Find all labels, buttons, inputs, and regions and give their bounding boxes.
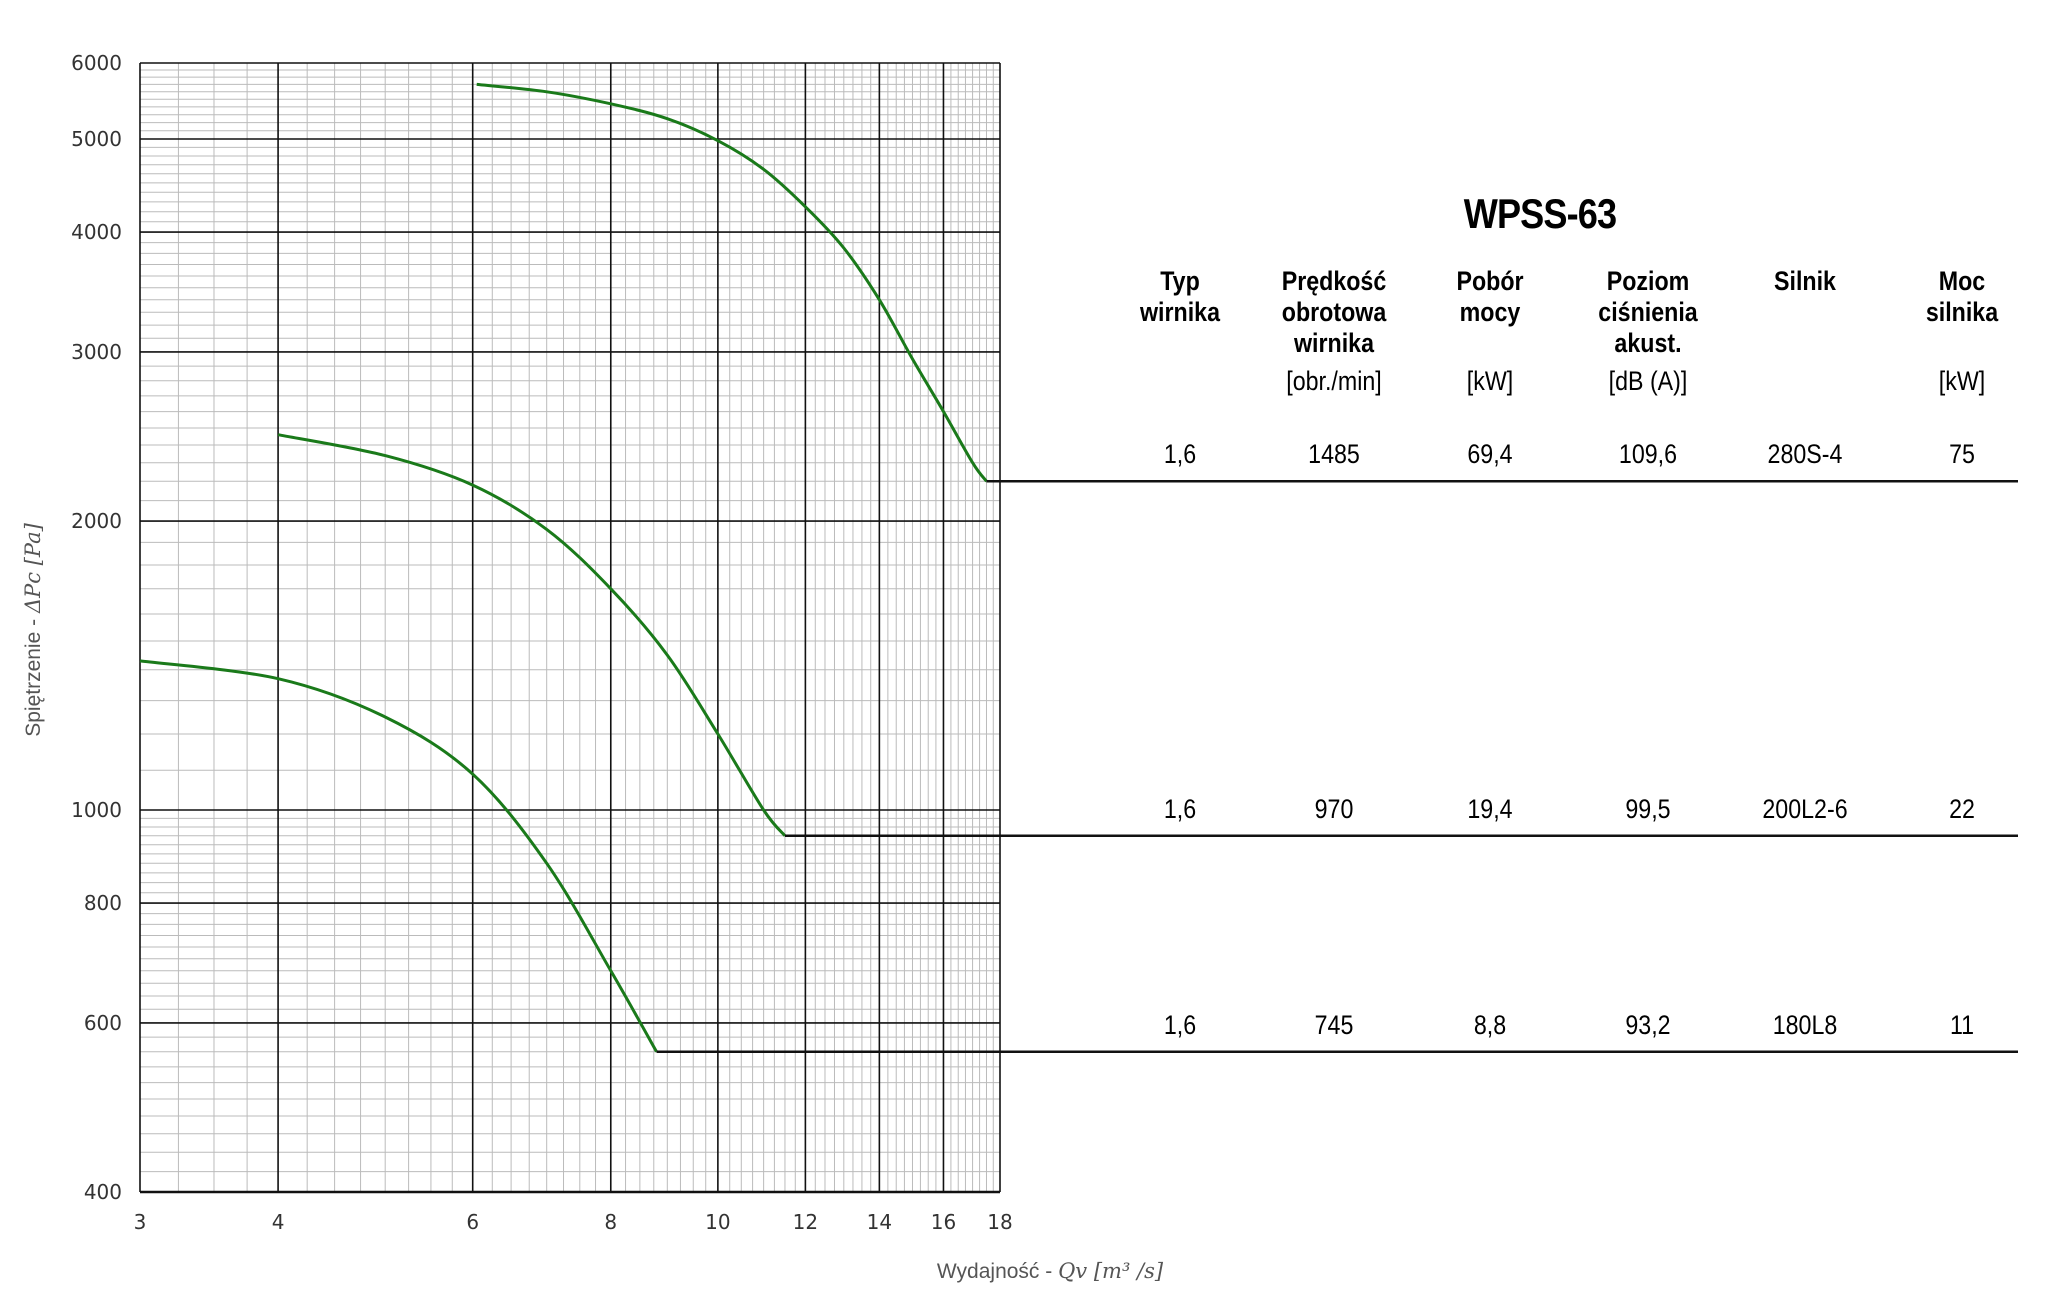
col-header-3: Pobór mocy <box>1456 266 1524 327</box>
y-tick-label: 400 <box>84 1180 122 1204</box>
x-tick-label: 12 <box>793 1210 818 1234</box>
table-cell-r2-c3: 19,4 <box>1467 793 1513 824</box>
x-tick-label: 14 <box>867 1210 892 1234</box>
table-cell-r3-c4: 93,2 <box>1625 1009 1671 1040</box>
x-axis-title: Wydajność - Qv [m³ /s] <box>937 1259 1164 1283</box>
x-tick-label: 6 <box>466 1210 479 1234</box>
table-cell-r2-c4: 99,5 <box>1625 793 1671 824</box>
col-header-2: Prędkość obrotowa wirnika <box>1281 266 1387 358</box>
table-cell-r2-c2: 970 <box>1314 793 1354 824</box>
x-tick-label: 3 <box>134 1210 147 1234</box>
table-cell-r3-c6: 11 <box>1949 1009 1975 1040</box>
table-cell-r3-c5: 180L8 <box>1772 1009 1838 1040</box>
x-tick-label: 10 <box>705 1210 730 1234</box>
table-cell-r1-c3: 69,4 <box>1467 439 1513 470</box>
x-tick-labels: 3 4 6 8 10 12 14 16 18 <box>134 1210 1013 1234</box>
col-header-4: Poziom ciśnienia akust. <box>1598 266 1698 358</box>
table-cell-r1-c1: 1,6 <box>1163 439 1197 470</box>
col-unit-2: [obr./min] <box>1286 366 1382 396</box>
col-header-5: Silnik <box>1774 266 1836 296</box>
y-tick-label: 5000 <box>71 127 122 151</box>
grid-major <box>139 62 1001 1194</box>
table-cell-r1-c2: 1485 <box>1308 439 1360 470</box>
table-cell-r1-c4: 109,6 <box>1618 439 1678 470</box>
y-tick-label: 1000 <box>71 798 122 822</box>
y-tick-label: 800 <box>84 891 122 915</box>
table-cell-r1-c6: 75 <box>1949 439 1975 470</box>
y-tick-label: 2000 <box>71 509 122 533</box>
performance-curve-1 <box>476 82 988 483</box>
y-tick-label: 600 <box>84 1011 122 1035</box>
performance-curve-2 <box>277 433 787 837</box>
col-header-1: Typ wirnika <box>1139 266 1221 327</box>
x-tick-label: 8 <box>604 1210 617 1234</box>
x-tick-label: 4 <box>272 1210 285 1234</box>
table-cell-r3-c3: 8,8 <box>1473 1009 1507 1040</box>
table-cell-r3-c2: 745 <box>1314 1009 1354 1040</box>
col-unit-4: [dB (A)] <box>1608 366 1688 396</box>
performance-curve-3 <box>139 659 658 1053</box>
table-title: WPSS-63 <box>1463 190 1617 237</box>
col-unit-3: [kW] <box>1466 366 1514 396</box>
performance-curves <box>139 82 988 1053</box>
x-tick-label: 18 <box>987 1210 1012 1234</box>
y-tick-label: 4000 <box>71 220 122 244</box>
x-tick-label: 16 <box>931 1210 956 1234</box>
table-cell-r1-c5: 280S-4 <box>1767 439 1843 470</box>
col-header-6: Moc silnika <box>1925 266 1999 327</box>
table-cell-r2-c6: 22 <box>1949 793 1975 824</box>
col-unit-6: [kW] <box>1938 366 1986 396</box>
y-tick-label: 6000 <box>71 51 122 75</box>
table-cell-r2-c1: 1,6 <box>1163 793 1197 824</box>
y-tick-labels: 400 600 800 1000 2000 3000 4000 5000 6000 <box>71 51 122 1204</box>
y-axis-title: Spiętrzenie - ΔPc [Pa] <box>21 522 45 736</box>
table-row-lines <box>656 480 2018 1053</box>
table-cell-r2-c5: 200L2-6 <box>1762 793 1848 824</box>
y-tick-label: 3000 <box>71 340 122 364</box>
table-cell-r3-c1: 1,6 <box>1163 1009 1197 1040</box>
